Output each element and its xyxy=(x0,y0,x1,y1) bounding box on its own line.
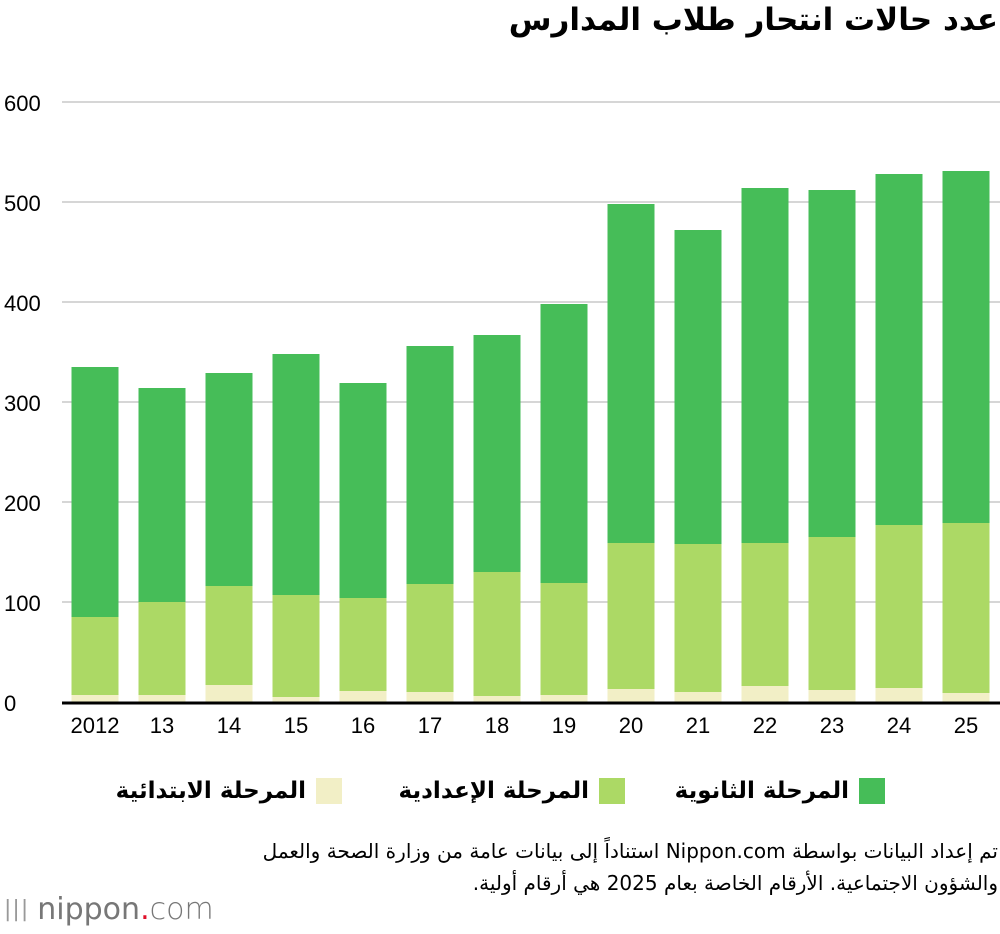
x-tick-label: 24 xyxy=(887,713,911,738)
bar-segment-elementary xyxy=(540,695,588,702)
logo-name: nippon xyxy=(37,892,141,927)
bar-segment-middle xyxy=(272,595,320,697)
x-tick-label: 22 xyxy=(753,713,777,738)
y-tick-label: 200 xyxy=(4,491,41,516)
x-tick-label: 18 xyxy=(485,713,509,738)
bar-segment-elementary xyxy=(607,689,655,702)
x-tick-label: 15 xyxy=(284,713,308,738)
bar-segment-high xyxy=(674,230,722,544)
bar-segment-elementary xyxy=(674,692,722,702)
x-tick-label: 25 xyxy=(954,713,978,738)
x-tick-label: 20 xyxy=(619,713,643,738)
legend-swatch-elementary xyxy=(316,778,342,804)
source-note: تم إعداد البيانات بواسطة Nippon.com استن… xyxy=(262,839,998,895)
bar-segment-high xyxy=(138,388,186,602)
logo-dot: . xyxy=(140,892,150,927)
y-tick-label: 0 xyxy=(4,691,16,716)
legend-item-high: المرحلة الثانوية xyxy=(675,778,885,804)
bar-segment-middle xyxy=(942,523,990,693)
bar-segment-middle xyxy=(205,586,253,685)
bar-segment-middle xyxy=(71,617,119,695)
bar-segment-elementary xyxy=(942,693,990,702)
bar-segment-middle xyxy=(808,537,856,690)
bar-segment-elementary xyxy=(473,696,521,702)
bar-segment-middle xyxy=(540,583,588,695)
bar-segment-middle xyxy=(138,602,186,695)
bar-segment-middle xyxy=(741,543,789,686)
y-tick-label: 100 xyxy=(4,591,41,616)
bar-segment-elementary xyxy=(339,691,387,702)
chart-plot: 0 100 200 300 400 500 600 2012 13 14 15 16 17 18 19 20 2… xyxy=(4,91,1000,738)
bar-segment-elementary xyxy=(71,695,119,702)
bar-segment-high xyxy=(473,335,521,572)
bar-segment-high xyxy=(607,204,655,543)
x-tick-label: 13 xyxy=(150,713,174,738)
legend-item-middle: المرحلة الإعدادية xyxy=(399,778,625,804)
legend-swatch-middle xyxy=(599,778,625,804)
bar-segment-high xyxy=(808,190,856,537)
bar-segment-high xyxy=(540,304,588,583)
bar-segment-elementary xyxy=(205,685,253,702)
bar-segment-elementary xyxy=(406,692,454,702)
bar-segment-middle xyxy=(339,598,387,691)
y-tick-label: 300 xyxy=(4,391,41,416)
chart-title: عدد حالات انتحار طلاب المدارس xyxy=(508,2,998,38)
bar-segment-high xyxy=(272,354,320,595)
x-tick-label: 21 xyxy=(686,713,710,738)
logo-mark-icon: ||| xyxy=(4,897,30,922)
legend-label-high: المرحلة الثانوية xyxy=(674,778,849,804)
legend-item-elementary: المرحلة الابتدائية xyxy=(116,778,342,804)
x-tick-label: 23 xyxy=(820,713,844,738)
bar-segment-high xyxy=(205,373,253,586)
bar-segment-high xyxy=(942,171,990,523)
bar-segment-high xyxy=(406,346,454,584)
nippon-logo: ||| nippon.com xyxy=(4,892,214,927)
bar-segment-high xyxy=(339,383,387,598)
bar-segment-middle xyxy=(473,572,521,696)
legend-swatch-high xyxy=(859,778,885,804)
bar-segment-elementary xyxy=(272,697,320,702)
bar-segment-elementary xyxy=(808,690,856,702)
bar-segment-elementary xyxy=(741,686,789,702)
bar-segment-middle xyxy=(875,525,923,688)
bar-segment-middle xyxy=(674,544,722,692)
y-tick-label: 400 xyxy=(4,291,41,316)
x-tick-label: 2012 xyxy=(71,713,120,738)
bar-segment-middle xyxy=(607,543,655,689)
legend-label-elementary: المرحلة الابتدائية xyxy=(115,778,306,804)
bar-segment-high xyxy=(741,188,789,543)
bar-segment-elementary xyxy=(138,695,186,702)
bar-segment-high xyxy=(71,367,119,617)
x-tick-label: 19 xyxy=(552,713,576,738)
x-tick-label: 17 xyxy=(418,713,442,738)
x-tick-label: 16 xyxy=(351,713,375,738)
bar-segment-elementary xyxy=(875,688,923,702)
bar-segment-high xyxy=(875,174,923,525)
logo-tld: com xyxy=(149,892,214,927)
legend-label-middle: المرحلة الإعدادية xyxy=(398,778,589,804)
x-tick-label: 14 xyxy=(217,713,241,738)
bar-segment-middle xyxy=(406,584,454,692)
y-tick-label: 600 xyxy=(4,91,41,116)
y-tick-label: 500 xyxy=(4,191,41,216)
